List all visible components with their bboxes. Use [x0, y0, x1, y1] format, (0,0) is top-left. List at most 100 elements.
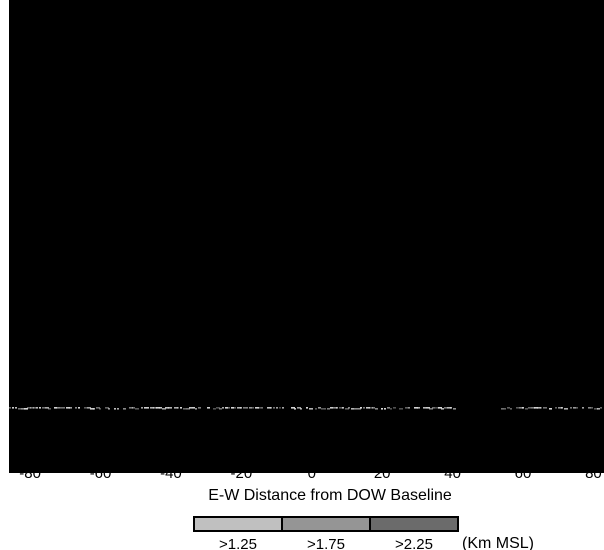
legend-label: >1.25: [219, 536, 257, 550]
band-speck: [141, 407, 143, 409]
band-speck: [582, 407, 584, 409]
band-speck: [207, 407, 210, 409]
band-speck: [234, 407, 236, 409]
band-speck: [183, 408, 186, 410]
band-speck: [324, 408, 326, 410]
band-speck: [84, 407, 87, 409]
band-speck: [597, 408, 600, 410]
band-speck: [60, 407, 63, 409]
band-speck: [222, 407, 224, 409]
legend-swatch: [369, 516, 459, 532]
legend-swatch: [193, 516, 283, 532]
band-speck: [540, 407, 542, 409]
band-speck: [117, 408, 119, 410]
band-speck: [441, 408, 444, 410]
band-speck: [444, 407, 447, 409]
band-speck: [330, 407, 333, 409]
band-speck: [417, 407, 420, 409]
band-speck: [534, 407, 538, 409]
band-speck: [198, 407, 201, 409]
band-speck: [189, 407, 192, 409]
band-speck: [393, 407, 396, 409]
band-speck: [351, 408, 354, 410]
band-speck: [282, 407, 284, 409]
band-speck: [573, 407, 576, 409]
band-speck: [54, 407, 57, 409]
band-speck: [12, 407, 14, 409]
band-speck: [528, 407, 531, 409]
band-speck: [369, 407, 373, 409]
x-tick-label: 0: [308, 465, 316, 482]
band-speck: [399, 408, 403, 410]
band-speck: [180, 407, 182, 409]
band-speck: [186, 408, 190, 410]
band-speck: [162, 408, 166, 410]
band-speck: [453, 408, 456, 410]
band-speck: [501, 408, 504, 410]
band-speck: [315, 408, 317, 410]
legend-label: >1.75: [307, 536, 345, 550]
band-speck: [174, 407, 178, 409]
band-speck: [336, 407, 338, 409]
band-speck: [543, 407, 547, 409]
band-speck: [57, 407, 60, 409]
band-speck: [426, 407, 430, 409]
x-axis-label: E-W Distance from DOW Baseline: [208, 487, 452, 504]
band-speck: [372, 407, 375, 409]
band-speck: [273, 407, 275, 409]
band-speck: [294, 408, 296, 410]
band-speck: [333, 407, 337, 409]
band-speck: [576, 407, 578, 409]
band-speck: [405, 407, 408, 409]
band-speck: [90, 408, 94, 410]
band-speck: [570, 407, 572, 409]
band-speck: [270, 407, 272, 409]
band-speck: [342, 407, 344, 409]
band-speck: [246, 407, 248, 409]
band-speck: [231, 407, 234, 409]
band-speck: [228, 407, 230, 409]
band-speck: [240, 407, 242, 409]
band-speck: [408, 407, 410, 409]
band-speck: [561, 407, 563, 409]
band-speck: [555, 407, 557, 409]
band-speck: [594, 408, 598, 410]
band-speck: [255, 407, 259, 409]
band-speck: [63, 407, 65, 409]
band-speck: [195, 408, 197, 410]
band-speck: [150, 407, 154, 409]
band-speck: [156, 407, 160, 409]
band-speck: [564, 408, 568, 410]
band-speck: [99, 408, 101, 410]
band-speck: [42, 407, 45, 409]
band-speck: [48, 408, 51, 410]
band-speck: [348, 407, 350, 409]
band-speck: [381, 408, 383, 410]
band-speck: [225, 407, 228, 409]
band-speck: [435, 407, 439, 409]
plot-area: [9, 0, 604, 473]
band-speck: [165, 407, 169, 409]
band-speck: [432, 407, 435, 409]
legend: >1.25 >1.75 >2.25 (Km MSL): [193, 516, 534, 550]
band-speck: [45, 407, 49, 409]
band-speck: [519, 407, 523, 409]
band-speck: [243, 407, 246, 409]
band-speck: [363, 407, 365, 409]
band-speck: [438, 407, 442, 409]
band-speck: [129, 407, 133, 409]
band-speck: [192, 407, 195, 409]
band-speck: [429, 408, 433, 410]
band-speck: [114, 408, 116, 410]
band-speck: [423, 407, 426, 409]
band-speck: [384, 408, 386, 410]
band-speck: [9, 407, 11, 409]
band-speck: [297, 407, 301, 409]
band-speck: [213, 408, 216, 410]
band-speck: [504, 408, 506, 410]
band-speck: [510, 408, 512, 410]
band-speck: [600, 407, 602, 409]
band-speck: [531, 407, 535, 409]
band-speck: [591, 407, 593, 409]
